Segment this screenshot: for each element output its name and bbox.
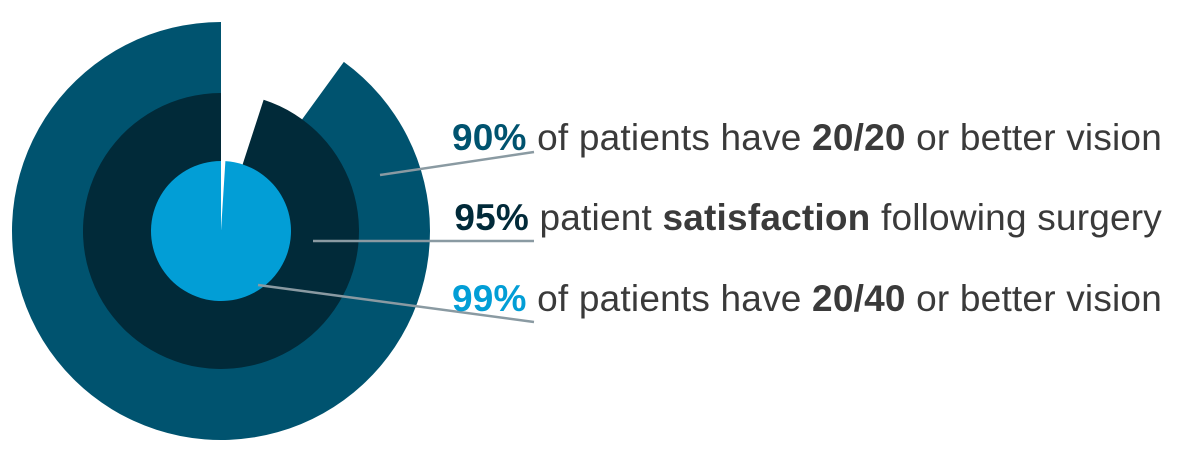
stat-text-outer-post: or better vision: [905, 117, 1162, 158]
stat-text-outer-pre: of patients have: [526, 117, 813, 158]
stat-highlight-inner: 20/40: [812, 278, 906, 319]
stat-line-middle: 95% patient satisfaction following surge…: [454, 196, 1162, 240]
stat-line-outer: 90% of patients have 20/20 or better vis…: [452, 116, 1162, 160]
sector-inner: [151, 161, 292, 301]
stat-text-inner-pre: of patients have: [526, 278, 813, 319]
stat-highlight-middle: satisfaction: [662, 197, 871, 238]
stat-percent-outer: 90%: [451, 117, 527, 158]
stat-text-middle-post: following surgery: [870, 197, 1162, 238]
stat-percent-middle: 95%: [454, 197, 530, 238]
leader-line-inner: [257, 283, 535, 324]
stat-text-middle-pre: patient: [529, 197, 663, 238]
stat-percent-inner: 99%: [451, 278, 527, 319]
stat-line-inner: 99% of patients have 20/40 or better vis…: [452, 277, 1162, 321]
stat-highlight-outer: 20/20: [812, 117, 906, 158]
stat-text-inner-post: or better vision: [905, 278, 1162, 319]
leader-line-outer: [379, 150, 535, 177]
